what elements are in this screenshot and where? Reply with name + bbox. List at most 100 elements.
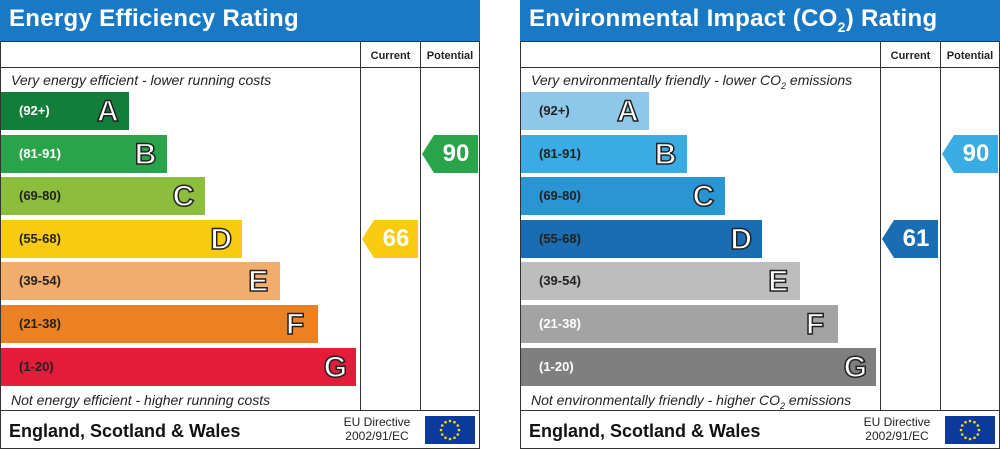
flag-star [976,424,980,427]
band-range-label: (39-54) [539,273,581,289]
title-bar: Energy Efficiency Rating [0,0,480,41]
current-rating-arrow: 66 [362,219,418,258]
band-letter: A [616,94,639,129]
potential-rating-arrow: 90 [422,134,478,173]
flag-star [456,433,460,436]
flag-star [453,420,456,424]
title-bar: Environmental Impact (CO2) Rating [520,0,1000,41]
eu-directive-text: EU Directive 2002/91/EC [341,415,413,443]
potential-rating-arrow: 90 [942,134,998,173]
current-rating-arrow: 61 [882,219,938,258]
chart-frame: Current Potential Very environmentally f… [520,41,1000,449]
flag-star [976,433,980,436]
column-divider [360,42,361,410]
title-part: Environmental Impact (CO [529,5,838,32]
caption-part: Not environmentally friendly - higher CO [531,392,780,408]
caption-part: emissions [786,72,853,88]
column-divider [880,42,881,410]
top-caption: Very environmentally friendly - lower CO… [531,72,852,91]
chart-title: Energy Efficiency Rating [9,5,299,32]
arrow-polygon [362,219,418,258]
flag-star [457,428,461,432]
band-range-label: (39-54) [19,273,61,289]
caption-part: emissions [785,392,852,408]
current-column-header: Current [890,50,931,62]
region-label: England, Scotland & Wales [529,421,761,441]
band-range-label: (69-80) [19,188,61,204]
header-divider [1,67,479,68]
bottom-caption: Not energy efficient - higher running co… [11,392,271,408]
potential-column-header: Potential [946,50,994,62]
caption-subscript: 2 [780,400,786,411]
potential-rating-value: 90 [442,139,470,167]
current-column-header: Current [370,50,411,62]
current-rating-value: 66 [382,224,410,252]
eu-flag-icon [425,416,475,444]
band-range-label: (1-20) [539,358,574,374]
band-letter: G [843,350,868,385]
eu-directive-code: 2002/91/EC [345,429,409,443]
header-divider [521,67,999,68]
eu-flag-icon [945,416,995,444]
band-letter: B [134,137,157,172]
band-letter: D [210,222,233,257]
band-range-label: (92+) [539,103,570,118]
band-range-label: (69-80) [539,188,581,204]
flag-star [439,428,443,432]
band-letter: E [767,265,789,300]
band-d: (55-68) D [1,219,243,258]
band-f: (21-38) F [1,305,318,343]
band-range-label: (21-38) [19,316,61,331]
flag-star [959,428,963,432]
arrow-shape [422,134,478,173]
column-divider [940,42,941,410]
region-label: England, Scotland & Wales [9,421,241,441]
band-letter: G [323,350,348,385]
flag-star [960,433,964,436]
band-a: (92+) A [1,92,129,130]
eu-directive-text: EU Directive 2002/91/EC [861,415,933,443]
caption-part: Very environmentally friendly - lower CO [531,72,782,88]
band-letter: B [654,137,677,172]
flag-star [960,424,964,427]
band-range-label: (92+) [19,103,50,118]
band-letter: F [805,307,825,342]
band-letter: F [285,307,305,342]
flag-star [444,420,447,424]
flag-star [977,428,981,432]
arrow-polygon [882,219,938,258]
bottom-caption: Not environmentally friendly - higher CO… [531,392,851,411]
band-g: (1-20) G [521,347,876,386]
footer-divider [521,410,999,411]
flag-star [973,436,976,440]
arrow-shape [882,219,938,258]
flag-star [448,437,452,441]
band-a: (92+) A [521,92,649,130]
band-c: (69-80) C [521,177,725,216]
flag-star [973,420,976,424]
band-range-label: (21-38) [539,316,581,331]
potential-rating-value: 90 [962,139,990,167]
flag-star [440,433,444,436]
environmental-impact-panel: Environmental Impact (CO2) Rating Curren… [520,0,1000,449]
band-letter: C [172,179,195,214]
flag-star [968,437,972,441]
footer-divider [1,410,479,411]
caption-subscript: 2 [781,80,787,91]
arrow-shape [362,219,418,258]
eu-directive-code: 2002/91/EC [865,429,929,443]
potential-column-header: Potential [426,50,474,62]
title-part: ) Rating [845,5,938,32]
band-d: (55-68) D [521,219,763,258]
band-g: (1-20) G [1,347,356,386]
flag-star [444,436,447,440]
band-range-label: (55-68) [539,230,581,246]
band-b: (81-91) B [1,134,167,173]
top-caption: Very energy efficient - lower running co… [11,72,272,88]
chart-frame: Current Potential Very energy efficient … [0,41,480,449]
column-divider [420,42,421,410]
flag-star [440,424,444,427]
current-rating-value: 61 [902,224,930,252]
band-letter: D [730,222,753,257]
chart-title: Environmental Impact (CO2) Rating [529,5,937,35]
